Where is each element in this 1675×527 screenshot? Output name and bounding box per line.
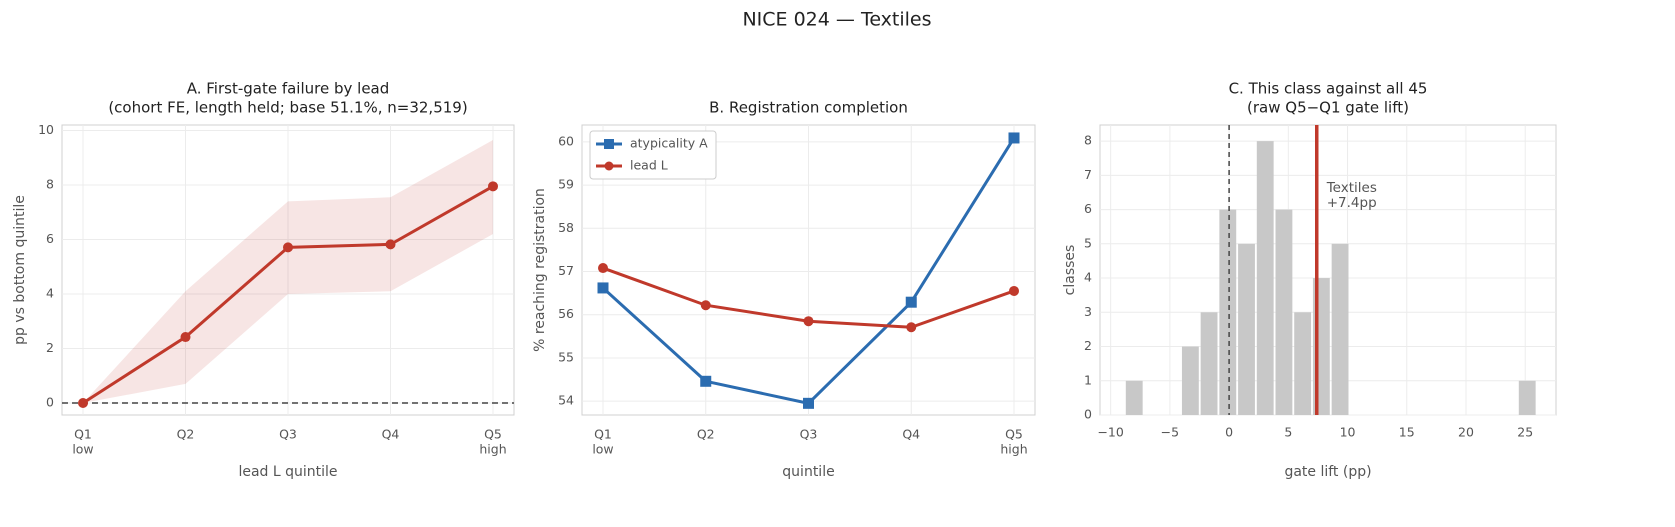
panel-title: A. First-gate failure by lead — [187, 80, 390, 98]
x-tick-sublabel: high — [479, 442, 506, 457]
y-tick-label: 58 — [558, 220, 574, 235]
panel-title: B. Registration completion — [709, 99, 908, 117]
y-tick-label: 55 — [558, 349, 574, 364]
bar — [1125, 380, 1143, 415]
y-tick-label: 60 — [558, 133, 574, 148]
bar — [1238, 243, 1255, 415]
x-tick-sublabel: low — [592, 442, 613, 457]
marker — [488, 181, 498, 192]
bar — [1331, 243, 1349, 415]
bar — [1181, 346, 1199, 415]
x-tick-label: 5 — [1284, 425, 1292, 440]
y-tick-label: 59 — [558, 177, 574, 192]
y-tick-label: 6 — [1084, 201, 1092, 216]
legend-label: atypicality A — [630, 136, 708, 151]
y-tick-label: 3 — [1084, 304, 1092, 319]
legend-marker — [604, 161, 614, 171]
panel-title: C. This class against all 45 — [1229, 80, 1428, 98]
marker — [283, 242, 293, 253]
x-tick-label: Q1 — [74, 427, 92, 442]
x-tick-label: 25 — [1517, 425, 1533, 440]
y-tick-label: 57 — [558, 263, 574, 278]
x-tick-label: Q1 — [594, 427, 612, 442]
panel-title: (raw Q5−Q1 gate lift) — [1247, 99, 1409, 117]
y-tick-label: 54 — [558, 393, 574, 408]
bar — [1518, 380, 1536, 415]
marker — [180, 332, 191, 343]
figure-title: NICE 024 — Textiles — [742, 9, 931, 31]
y-axis-label: pp vs bottom quintile — [12, 195, 28, 345]
x-tick-label: 10 — [1340, 425, 1356, 440]
marker — [1008, 132, 1020, 144]
x-tick-label: Q4 — [902, 427, 920, 442]
y-tick-label: 4 — [1084, 270, 1092, 285]
y-tick-label: 8 — [1084, 133, 1092, 148]
marker — [803, 316, 814, 327]
y-tick-label: 1 — [1084, 372, 1092, 387]
x-tick-label: Q5 — [1005, 427, 1023, 442]
x-tick-label: Q5 — [484, 427, 502, 442]
x-tick-label: Q4 — [382, 427, 400, 442]
y-tick-label: 8 — [46, 176, 54, 191]
y-tick-label: 56 — [558, 306, 574, 321]
x-tick-sublabel: high — [1000, 442, 1027, 457]
bar — [1219, 209, 1237, 415]
x-axis-label: lead L quintile — [238, 464, 337, 480]
x-axis-label: gate lift (pp) — [1284, 464, 1371, 480]
x-tick-label: Q3 — [279, 427, 297, 442]
bar — [1256, 141, 1274, 415]
y-tick-label: 0 — [46, 395, 54, 410]
x-tick-label: −5 — [1161, 425, 1179, 440]
x-tick-label: Q2 — [697, 427, 715, 442]
highlight-label: +7.4pp — [1327, 195, 1377, 211]
marker — [905, 296, 917, 308]
x-tick-label: −10 — [1097, 425, 1123, 440]
marker — [598, 263, 608, 274]
x-tick-label: 0 — [1225, 425, 1233, 440]
highlight-label: Textiles — [1326, 180, 1377, 196]
x-tick-label: 20 — [1458, 425, 1474, 440]
marker — [906, 322, 917, 333]
y-tick-label: 5 — [1084, 235, 1092, 250]
x-tick-label: 15 — [1399, 425, 1415, 440]
marker — [597, 282, 609, 294]
y-tick-label: 4 — [46, 285, 54, 300]
y-axis-label: classes — [1062, 245, 1078, 296]
bar — [1275, 209, 1293, 415]
marker — [803, 397, 814, 409]
marker — [700, 375, 712, 387]
x-tick-sublabel: low — [72, 442, 93, 457]
y-tick-label: 0 — [1084, 407, 1092, 422]
legend-marker — [604, 139, 614, 149]
y-tick-label: 10 — [38, 122, 54, 137]
bar — [1294, 312, 1312, 415]
x-tick-label: Q2 — [177, 427, 195, 442]
bar — [1200, 312, 1218, 415]
marker — [700, 300, 711, 311]
marker — [78, 398, 88, 409]
y-tick-label: 7 — [1084, 167, 1092, 182]
y-axis-label: % reaching registration — [532, 188, 548, 352]
x-axis-label: quintile — [782, 464, 834, 480]
legend-label: lead L — [630, 158, 668, 173]
panel-title: (cohort FE, length held; base 51.1%, n=3… — [108, 99, 467, 117]
x-tick-label: Q3 — [800, 427, 818, 442]
marker — [1009, 285, 1019, 296]
marker — [385, 239, 396, 250]
y-tick-label: 2 — [46, 340, 54, 355]
y-tick-label: 6 — [46, 231, 54, 246]
y-tick-label: 2 — [1084, 338, 1092, 353]
